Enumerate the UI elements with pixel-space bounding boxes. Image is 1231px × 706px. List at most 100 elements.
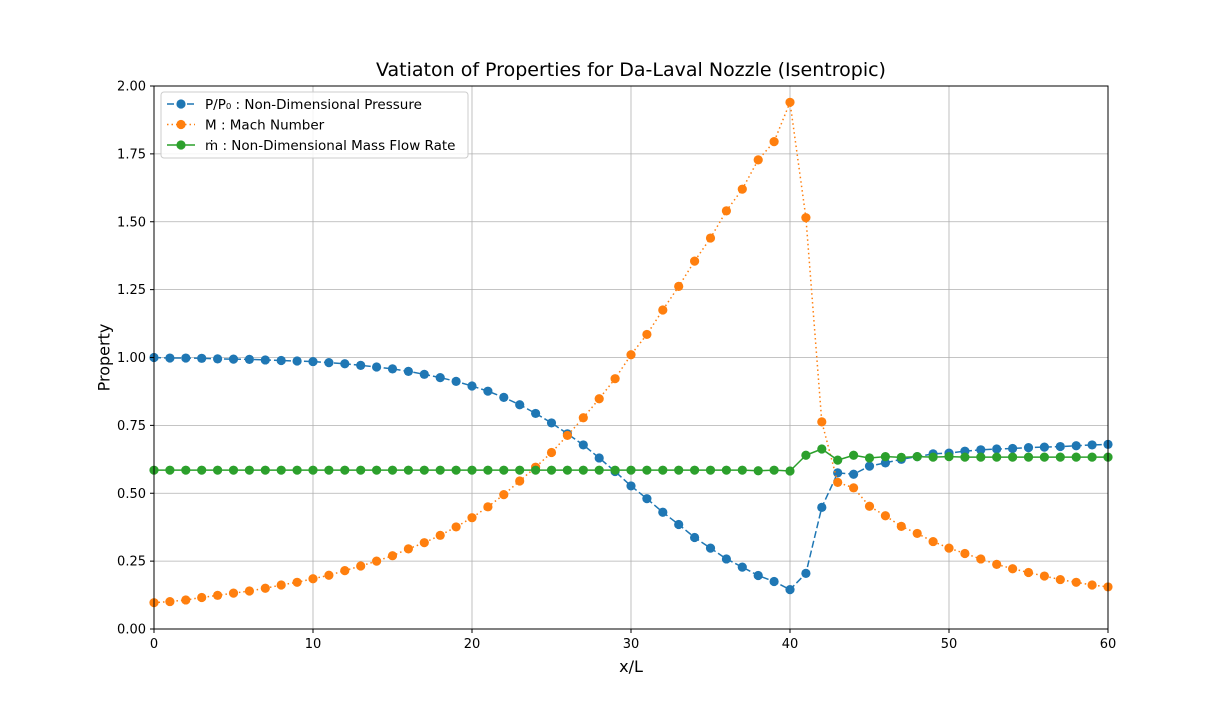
data-point	[165, 596, 175, 607]
axis-ticks: 0 10 20 30 40 50 60 0.00 0.25 0.50 0.75 1.00 1.25 1.5…	[117, 80, 1116, 653]
data-point	[515, 400, 525, 410]
data-point	[785, 466, 795, 476]
data-point	[912, 451, 922, 462]
data-point	[197, 465, 207, 475]
data-point	[499, 490, 509, 500]
data-point	[228, 588, 239, 598]
data-point	[356, 465, 366, 475]
data-point	[1008, 452, 1018, 462]
data-point	[531, 408, 541, 419]
data-point	[833, 477, 843, 487]
data-point	[849, 483, 859, 493]
data-point	[944, 543, 954, 553]
data-point	[864, 453, 875, 463]
data-point	[801, 450, 811, 460]
data-point	[992, 452, 1002, 462]
data-point	[769, 465, 779, 475]
data-point	[467, 381, 477, 391]
data-point	[833, 468, 843, 478]
data-point	[833, 455, 843, 465]
data-point	[435, 465, 445, 475]
data-point	[1039, 571, 1049, 581]
data-point	[642, 494, 652, 504]
data-point	[165, 465, 175, 475]
series-2	[149, 97, 1113, 608]
legend-marker	[176, 140, 186, 150]
legend-box	[160, 91, 469, 159]
data-point	[626, 350, 636, 360]
y-tick-label: 1.50	[117, 215, 146, 230]
data-point	[642, 465, 652, 475]
data-point	[324, 570, 334, 580]
data-point	[1055, 441, 1065, 452]
data-point	[928, 452, 938, 462]
data-point	[197, 592, 207, 603]
data-point	[1008, 443, 1018, 454]
data-point	[674, 519, 684, 530]
data-point	[944, 451, 954, 462]
x-tick-label: 60	[1100, 637, 1117, 652]
data-point	[817, 417, 827, 427]
data-point	[992, 559, 1002, 569]
data-point	[244, 586, 254, 596]
data-point	[578, 440, 588, 450]
data-point	[690, 532, 700, 543]
data-point	[721, 465, 732, 475]
y-tick-label: 1.25	[117, 283, 146, 298]
data-point	[785, 585, 795, 595]
data-point	[1071, 452, 1081, 462]
x-tick-label: 10	[305, 637, 322, 652]
data-point	[928, 536, 938, 547]
data-point	[244, 465, 254, 475]
data-point	[181, 465, 191, 475]
data-point	[1008, 564, 1018, 574]
data-point	[1071, 577, 1081, 587]
data-point	[705, 233, 716, 243]
data-point	[213, 590, 223, 600]
data-point	[260, 583, 270, 593]
legend: P/P₀ : Non-Dimensional Pressure M : Mach …	[160, 91, 469, 159]
data-point	[276, 465, 286, 475]
data-point	[515, 476, 525, 486]
data-point	[880, 511, 891, 521]
data-point	[562, 430, 573, 441]
data-point	[737, 184, 747, 194]
data-point	[483, 465, 493, 475]
data-point	[276, 580, 286, 590]
data-point	[992, 444, 1002, 454]
data-point	[387, 364, 398, 374]
data-point	[849, 450, 859, 460]
data-point	[292, 465, 302, 475]
legend-label: M : Mach Number	[205, 118, 325, 134]
data-point	[213, 354, 223, 364]
data-point	[372, 465, 382, 475]
x-tick-label: 40	[782, 637, 799, 652]
y-tick-label: 1.00	[117, 351, 146, 366]
data-point	[451, 376, 461, 386]
data-point	[594, 453, 604, 463]
data-point	[705, 465, 716, 475]
data-point	[435, 372, 445, 383]
y-tick-label: 1.75	[117, 147, 146, 162]
data-point	[324, 465, 334, 475]
data-point	[372, 556, 382, 566]
data-point	[483, 386, 493, 396]
data-point	[356, 360, 366, 370]
data-point	[515, 465, 525, 475]
data-point	[1087, 452, 1097, 462]
y-tick-label: 0.00	[117, 623, 146, 638]
data-point	[1055, 452, 1065, 462]
data-point	[1039, 442, 1049, 452]
data-point	[737, 465, 747, 475]
data-point	[340, 359, 350, 369]
data-point	[483, 502, 493, 512]
data-point	[705, 543, 716, 553]
y-tick-label: 0.50	[117, 487, 146, 502]
data-point	[610, 465, 620, 475]
data-point	[896, 521, 906, 531]
data-point	[753, 570, 763, 581]
data-point	[499, 392, 509, 403]
data-point	[658, 465, 668, 475]
data-point	[864, 461, 875, 471]
x-tick-label: 0	[150, 637, 158, 652]
